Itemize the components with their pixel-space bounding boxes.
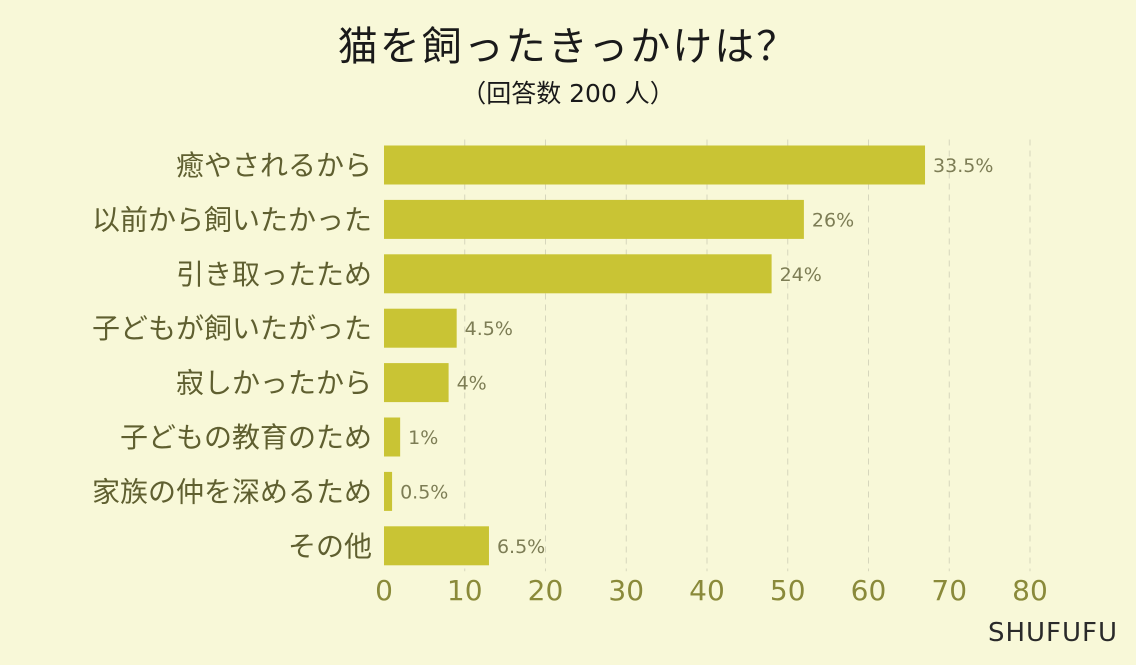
bars — [384, 145, 926, 566]
category-label: 子どもが飼いたがった — [92, 312, 372, 345]
category-labels: 癒やされるから以前から飼いたかった引き取ったため子どもが飼いたがった寂しかったか… — [92, 149, 372, 563]
x-tick-label: 10 — [447, 574, 483, 607]
chart-title: 猫を飼ったきっかけは？ — [337, 24, 799, 70]
category-label: その他 — [288, 530, 372, 563]
value-label: 6.5% — [497, 536, 545, 558]
value-label: 4% — [457, 373, 487, 395]
value-label: 0.5% — [400, 481, 448, 503]
bar — [384, 145, 926, 185]
category-label: 癒やされるから — [176, 149, 372, 182]
x-tick-label: 20 — [528, 574, 564, 607]
brand-logo: SHUFUFU — [987, 618, 1118, 648]
x-tick-label: 0 — [375, 574, 393, 607]
bar — [384, 254, 772, 294]
value-labels: 33.5% 26% 24% 4.5% 4% 1% 0.5% 6.5% — [400, 155, 993, 558]
category-label: 以前から飼いたかった — [92, 203, 372, 236]
category-label: 子どもの教育のため — [120, 421, 372, 454]
x-tick-label: 40 — [689, 574, 725, 607]
bar — [384, 363, 449, 403]
x-tick-label: 60 — [851, 574, 887, 607]
x-tick-label: 80 — [1012, 574, 1048, 607]
bar — [384, 471, 393, 511]
category-label: 家族の仲を深めるため — [92, 475, 372, 508]
value-label: 24% — [780, 264, 822, 286]
x-tick-label: 70 — [931, 574, 967, 607]
chart-subtitle: （回答数 200 人） — [461, 79, 675, 108]
bar — [384, 417, 401, 457]
value-label: 33.5% — [933, 155, 993, 177]
bar — [384, 199, 804, 239]
value-label: 1% — [408, 427, 438, 449]
value-label: 26% — [812, 209, 854, 231]
x-tick-label: 30 — [608, 574, 644, 607]
x-axis-ticks: 0 10 20 30 40 50 60 70 80 — [375, 574, 1048, 607]
category-label: 引き取ったため — [176, 258, 372, 291]
x-tick-label: 50 — [770, 574, 806, 607]
bar — [384, 526, 489, 566]
category-label: 寂しかったから — [176, 367, 372, 400]
bar — [384, 308, 457, 348]
value-label: 4.5% — [465, 318, 513, 340]
